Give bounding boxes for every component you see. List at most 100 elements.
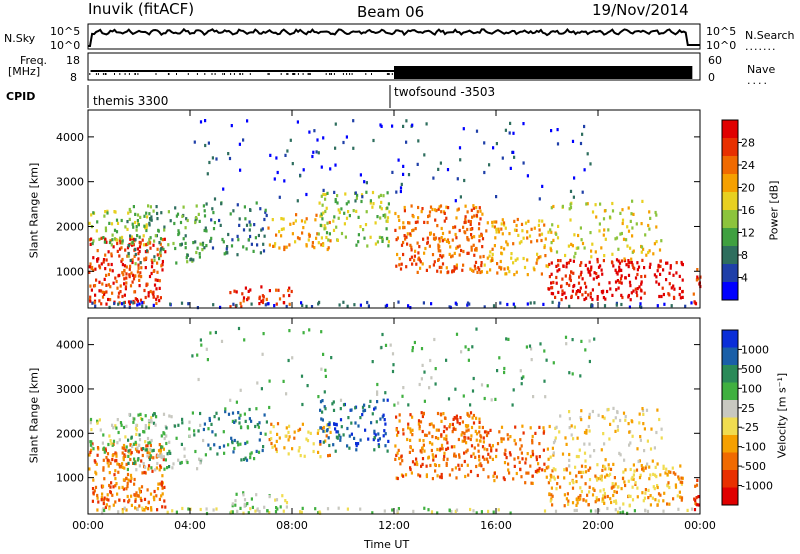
range-gate-cell bbox=[270, 422, 273, 426]
range-gate-cell bbox=[674, 483, 677, 487]
range-gate-cell bbox=[379, 193, 382, 197]
range-gate-cell bbox=[425, 433, 428, 437]
range-gate-cell bbox=[227, 443, 230, 447]
range-gate-cell bbox=[265, 213, 268, 218]
range-gate-cell bbox=[543, 469, 547, 473]
range-gate-cell bbox=[432, 176, 435, 180]
freq-dot bbox=[388, 73, 390, 75]
range-gate-cell bbox=[140, 485, 144, 489]
range-gate-cell bbox=[593, 337, 596, 341]
range-gate-cell bbox=[630, 212, 633, 216]
range-gate-cell bbox=[235, 303, 238, 308]
range-gate-cell bbox=[627, 479, 630, 483]
range-gate-cell bbox=[149, 447, 152, 452]
range-gate-cell bbox=[578, 448, 581, 452]
range-gate-cell bbox=[382, 398, 385, 402]
range-gate-cell bbox=[652, 485, 655, 489]
range-gate-cell bbox=[397, 430, 400, 434]
range-gate-cell bbox=[112, 281, 115, 285]
range-gate-cell bbox=[237, 443, 240, 447]
range-gate-cell bbox=[92, 256, 95, 260]
range-gate-cell bbox=[529, 464, 532, 468]
range-gate-cell bbox=[407, 173, 411, 177]
range-gate-cell bbox=[669, 266, 672, 270]
range-gate-cell bbox=[312, 150, 315, 154]
range-gate-cell bbox=[291, 356, 294, 360]
range-gate-cell bbox=[420, 377, 423, 381]
range-gate-cell bbox=[425, 464, 428, 468]
range-gate-cell bbox=[434, 218, 437, 222]
range-gate-cell bbox=[247, 238, 250, 242]
range-gate-cell bbox=[599, 475, 602, 479]
range-gate-cell bbox=[94, 304, 97, 308]
y-tick-label: 2000 bbox=[56, 427, 84, 440]
range-gate-cell bbox=[90, 213, 93, 217]
range-gate-cell bbox=[283, 247, 286, 252]
range-gate-cell bbox=[596, 260, 599, 264]
range-gate-cell bbox=[276, 507, 279, 511]
range-gate-cell bbox=[477, 449, 480, 453]
range-gate-cell bbox=[603, 465, 606, 469]
range-gate-cell bbox=[399, 267, 403, 271]
range-gate-cell bbox=[608, 215, 612, 219]
range-gate-cell bbox=[129, 300, 133, 304]
range-gate-cell bbox=[421, 429, 424, 434]
range-gate-cell bbox=[212, 303, 215, 307]
range-gate-cell bbox=[651, 496, 654, 500]
range-gate-cell bbox=[606, 289, 609, 294]
range-gate-cell bbox=[521, 229, 524, 233]
range-gate-cell bbox=[559, 414, 562, 418]
range-gate-cell bbox=[467, 473, 470, 477]
range-gate-cell bbox=[419, 420, 423, 424]
range-gate-cell bbox=[589, 466, 592, 470]
range-gate-cell bbox=[662, 509, 665, 513]
range-gate-cell bbox=[189, 258, 192, 262]
range-gate-cell bbox=[364, 428, 367, 432]
range-gate-cell bbox=[374, 242, 377, 246]
range-gate-cell bbox=[212, 211, 215, 215]
range-gate-cell bbox=[234, 503, 237, 507]
range-gate-cell bbox=[250, 242, 253, 246]
range-gate-cell bbox=[496, 271, 499, 275]
range-gate-cell bbox=[129, 234, 132, 238]
range-gate-cell bbox=[548, 275, 551, 279]
range-gate-cell bbox=[300, 510, 303, 514]
range-gate-cell bbox=[118, 238, 122, 242]
range-gate-cell bbox=[391, 508, 394, 512]
range-gate-cell bbox=[437, 167, 440, 171]
range-gate-cell bbox=[384, 343, 388, 347]
range-gate-cell bbox=[373, 431, 376, 435]
range-gate-cell bbox=[114, 424, 117, 428]
range-gate-cell bbox=[382, 213, 385, 218]
range-gate-cell bbox=[348, 214, 351, 218]
range-gate-cell bbox=[382, 434, 385, 438]
range-gate-cell bbox=[443, 437, 446, 441]
range-gate-cell bbox=[271, 445, 274, 449]
range-gate-cell bbox=[402, 172, 405, 176]
range-gate-cell bbox=[550, 281, 553, 285]
range-gate-cell bbox=[239, 388, 242, 392]
range-gate-cell bbox=[333, 422, 336, 426]
range-gate-cell bbox=[91, 499, 94, 503]
range-gate-cell bbox=[570, 270, 573, 274]
range-gate-cell bbox=[161, 268, 164, 272]
colorbar-segment bbox=[722, 435, 738, 453]
range-gate-cell bbox=[439, 475, 442, 479]
x-tick-label: 00:00 bbox=[72, 519, 104, 532]
range-gate-cell bbox=[455, 263, 458, 267]
range-gate-cell bbox=[540, 272, 543, 276]
range-gate-cell bbox=[377, 438, 380, 442]
range-gate-cell bbox=[328, 232, 331, 236]
range-gate-cell bbox=[210, 236, 213, 240]
range-gate-cell bbox=[483, 430, 487, 434]
range-gate-cell bbox=[121, 239, 124, 243]
range-gate-cell bbox=[117, 510, 120, 514]
range-gate-cell bbox=[611, 485, 614, 489]
range-gate-cell bbox=[114, 500, 117, 504]
range-gate-cell bbox=[472, 413, 475, 418]
range-gate-cell bbox=[338, 303, 341, 307]
range-gate-cell bbox=[147, 419, 151, 423]
range-gate-cell bbox=[458, 455, 461, 459]
range-gate-cell bbox=[193, 429, 196, 433]
range-gate-cell bbox=[679, 464, 682, 468]
